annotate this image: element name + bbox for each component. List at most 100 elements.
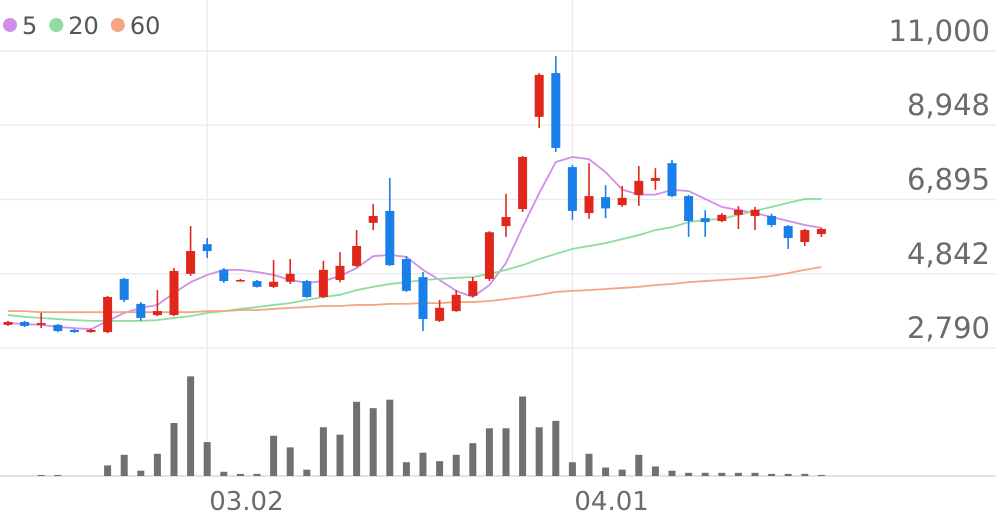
volume-bar bbox=[618, 469, 626, 476]
legend-label: 5 bbox=[22, 12, 37, 40]
candle-body bbox=[435, 307, 445, 321]
candle-body bbox=[650, 177, 660, 181]
volume-bar bbox=[153, 453, 161, 476]
volume-bar bbox=[319, 427, 327, 476]
volume-bar bbox=[485, 428, 493, 476]
candle-body bbox=[700, 218, 710, 223]
volume-bar bbox=[519, 396, 527, 476]
volume-bar bbox=[120, 454, 128, 476]
volume-bar bbox=[386, 399, 394, 476]
volume-bar bbox=[236, 473, 244, 476]
volume-bar bbox=[369, 408, 377, 476]
candle-body bbox=[451, 294, 461, 312]
volume-bar bbox=[436, 461, 444, 476]
candle-body bbox=[318, 269, 328, 297]
volume-bar bbox=[651, 466, 659, 476]
legend-label: 60 bbox=[130, 12, 161, 40]
candle-body bbox=[468, 281, 478, 296]
candle-body bbox=[69, 329, 79, 333]
volume-bar bbox=[585, 453, 593, 476]
candle-body bbox=[816, 228, 826, 235]
volume-bar bbox=[353, 401, 361, 476]
candle-body bbox=[800, 230, 810, 243]
volume-bar bbox=[817, 474, 825, 476]
candle-body bbox=[202, 244, 212, 252]
legend-label: 20 bbox=[68, 12, 99, 40]
volume-bar bbox=[104, 465, 112, 476]
candle-body bbox=[219, 269, 229, 282]
candle-body bbox=[385, 210, 395, 266]
volume-bar bbox=[203, 442, 211, 476]
candle-body bbox=[534, 74, 544, 117]
candle-body bbox=[20, 321, 30, 326]
y-tick-label: 4,842 bbox=[907, 237, 990, 271]
candle-body bbox=[667, 163, 677, 197]
candle-body bbox=[368, 215, 378, 223]
candle-body bbox=[733, 209, 743, 215]
legend-dot bbox=[110, 18, 125, 32]
legend-dot bbox=[49, 18, 64, 32]
candle-body bbox=[501, 217, 511, 227]
ma-line bbox=[7, 198, 822, 322]
candle-body bbox=[684, 196, 694, 222]
candle-body bbox=[518, 156, 528, 210]
y-tick-label: 8,948 bbox=[907, 88, 990, 122]
volume-bar bbox=[37, 474, 45, 476]
volume-bar bbox=[701, 472, 709, 476]
volume-bar bbox=[535, 427, 543, 476]
volume-bar bbox=[303, 469, 311, 476]
volume-bar bbox=[635, 454, 643, 476]
candle-body bbox=[401, 259, 411, 291]
candle-body bbox=[119, 278, 129, 300]
candle-body bbox=[551, 73, 561, 148]
y-tick-label: 11,000 bbox=[889, 14, 990, 48]
volume-bar bbox=[452, 454, 460, 476]
candle-body bbox=[186, 251, 196, 274]
candle-body bbox=[269, 281, 279, 287]
candle-body bbox=[152, 311, 162, 316]
y-tick-label: 2,790 bbox=[907, 311, 990, 345]
candle-body bbox=[53, 324, 63, 331]
candle-body bbox=[584, 196, 594, 214]
volume-bar bbox=[568, 462, 576, 476]
candle-body bbox=[601, 197, 611, 209]
candle-body bbox=[36, 323, 46, 325]
candle-body bbox=[617, 197, 627, 206]
volume-bar bbox=[718, 472, 726, 476]
volume-bar bbox=[784, 473, 792, 476]
candle-body bbox=[750, 209, 760, 216]
x-tick-label: 03.02 bbox=[209, 487, 283, 517]
volume-bar bbox=[402, 462, 410, 476]
volume-bar bbox=[502, 428, 510, 476]
volume-bar bbox=[220, 471, 228, 476]
volume-bar bbox=[668, 470, 676, 476]
volume-bar bbox=[685, 472, 693, 476]
volume-bar bbox=[286, 447, 294, 476]
volume-bar bbox=[187, 376, 195, 476]
candle-body bbox=[783, 226, 793, 239]
volume-bar bbox=[734, 472, 742, 476]
volume-bar bbox=[552, 420, 560, 476]
legend-dot bbox=[3, 18, 17, 32]
candle-body bbox=[252, 281, 262, 287]
candle-body bbox=[103, 296, 113, 333]
volume-bar bbox=[801, 473, 809, 476]
candle-body bbox=[3, 321, 13, 325]
candle-body bbox=[235, 279, 245, 282]
volume-bar bbox=[137, 470, 145, 476]
volume-bar bbox=[751, 472, 759, 476]
y-tick-label: 6,895 bbox=[907, 163, 990, 197]
candle-body bbox=[418, 277, 428, 320]
candle-body bbox=[352, 245, 362, 266]
volume-bar bbox=[54, 474, 62, 476]
volume-bar bbox=[419, 452, 427, 476]
candle-body bbox=[567, 167, 577, 211]
candle-body bbox=[484, 232, 494, 279]
volume-bar bbox=[469, 443, 477, 476]
volume-bar bbox=[336, 434, 344, 476]
volume-bar bbox=[768, 473, 776, 476]
volume-bar bbox=[602, 467, 610, 476]
candle-body bbox=[169, 270, 179, 316]
